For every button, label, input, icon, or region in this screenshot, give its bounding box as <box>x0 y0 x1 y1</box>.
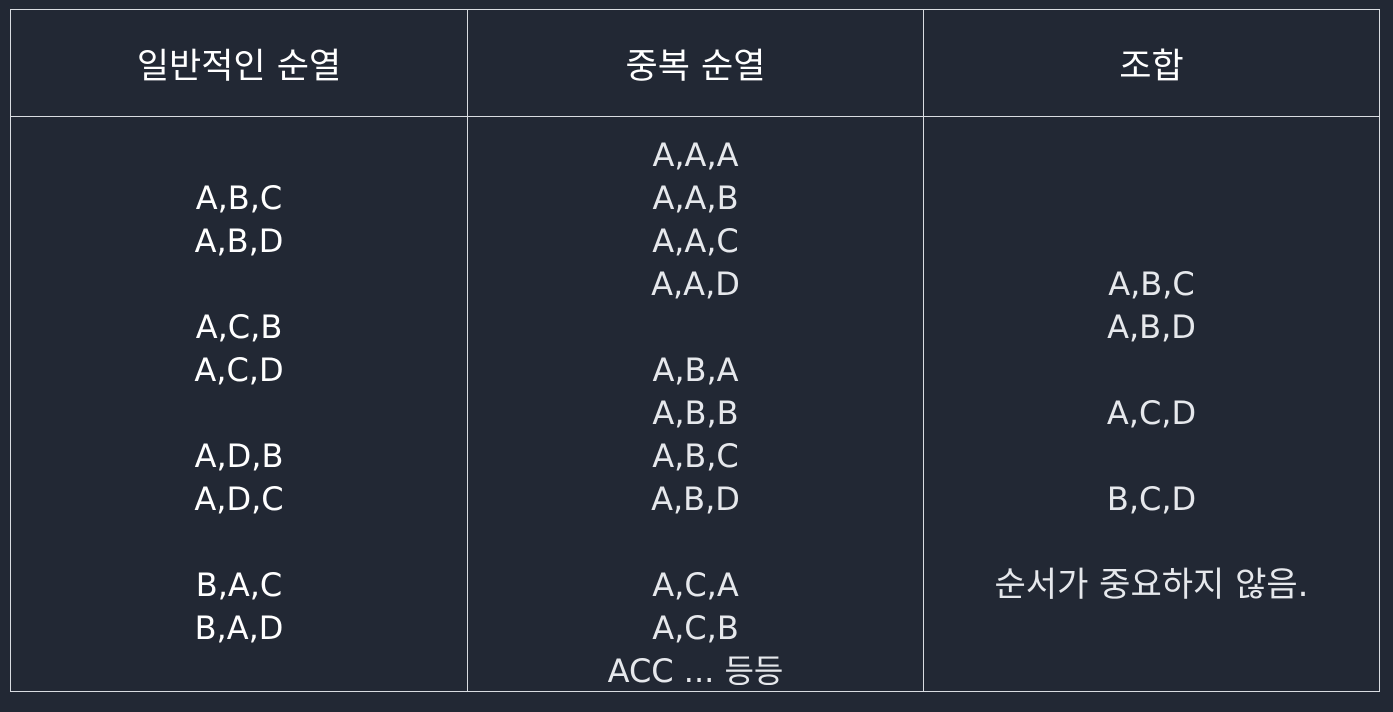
header-permutation: 일반적인 순열 <box>136 46 342 87</box>
permutation-item: A,C,B <box>195 308 283 346</box>
repeated-permutation-item: A,B,C <box>652 437 739 475</box>
header-repeated-permutation: 중복 순열 <box>625 46 766 87</box>
comparison-table: 일반적인 순열 중복 순열 조합 A,B,C A,B,D A,C,B A,C,D A,D… <box>10 9 1380 692</box>
repeated-permutation-item: A,A,D <box>651 265 740 303</box>
blank-line <box>11 263 467 306</box>
combination-note: 순서가 중요하지 않음. <box>994 565 1309 605</box>
blank-line <box>924 435 1379 478</box>
repeated-permutation-column: A,A,A A,A,B A,A,C A,A,D A,B,A A,B,B A,B,C A,B,D… <box>468 117 923 691</box>
permutation-item: A,D,C <box>194 480 284 518</box>
repeated-permutation-item: A,B,B <box>652 394 739 432</box>
blank-line <box>924 521 1379 564</box>
combination-column: A,B,C A,B,D A,C,D B,C,D 순서가 중요하지 않음. <box>924 117 1379 691</box>
repeated-permutation-item: A,B,A <box>652 351 739 389</box>
permutation-item: A,C,D <box>194 351 284 389</box>
column-divider-1 <box>467 10 468 691</box>
blank-line <box>11 521 467 564</box>
repeated-permutation-item: ACC ... 등등 <box>607 652 784 690</box>
repeated-permutation-item: A,A,B <box>652 179 739 217</box>
repeated-permutation-item: A,A,A <box>652 136 739 174</box>
header-divider <box>11 116 1379 117</box>
combination-item: A,C,D <box>1106 394 1197 432</box>
header-combination: 조합 <box>1119 46 1184 87</box>
blank-line <box>924 349 1379 392</box>
permutation-column: A,B,C A,B,D A,C,B A,C,D A,D,B A,D,C B,A,C B,A,D <box>11 117 467 691</box>
repeated-permutation-item: A,C,A <box>652 566 739 604</box>
blank-line <box>11 392 467 435</box>
column-divider-2 <box>923 10 924 691</box>
blank-line <box>468 521 923 564</box>
blank-line <box>11 134 467 177</box>
permutation-item: B,A,D <box>194 609 284 647</box>
permutation-item: A,B,C <box>195 179 283 217</box>
combination-item: B,C,D <box>1106 480 1197 518</box>
repeated-permutation-item: A,C,B <box>652 609 739 647</box>
blank-line <box>468 306 923 349</box>
permutation-item: B,A,C <box>195 566 283 604</box>
blank-line <box>924 177 1379 220</box>
combination-item: A,B,C <box>1108 265 1195 303</box>
combination-item: A,B,D <box>1107 308 1196 346</box>
repeated-permutation-item: A,A,C <box>652 222 739 260</box>
repeated-permutation-item: A,B,D <box>651 480 740 518</box>
blank-line <box>924 134 1379 177</box>
permutation-item: A,D,B <box>194 437 284 475</box>
blank-line <box>924 220 1379 263</box>
permutation-item: A,B,D <box>194 222 284 260</box>
